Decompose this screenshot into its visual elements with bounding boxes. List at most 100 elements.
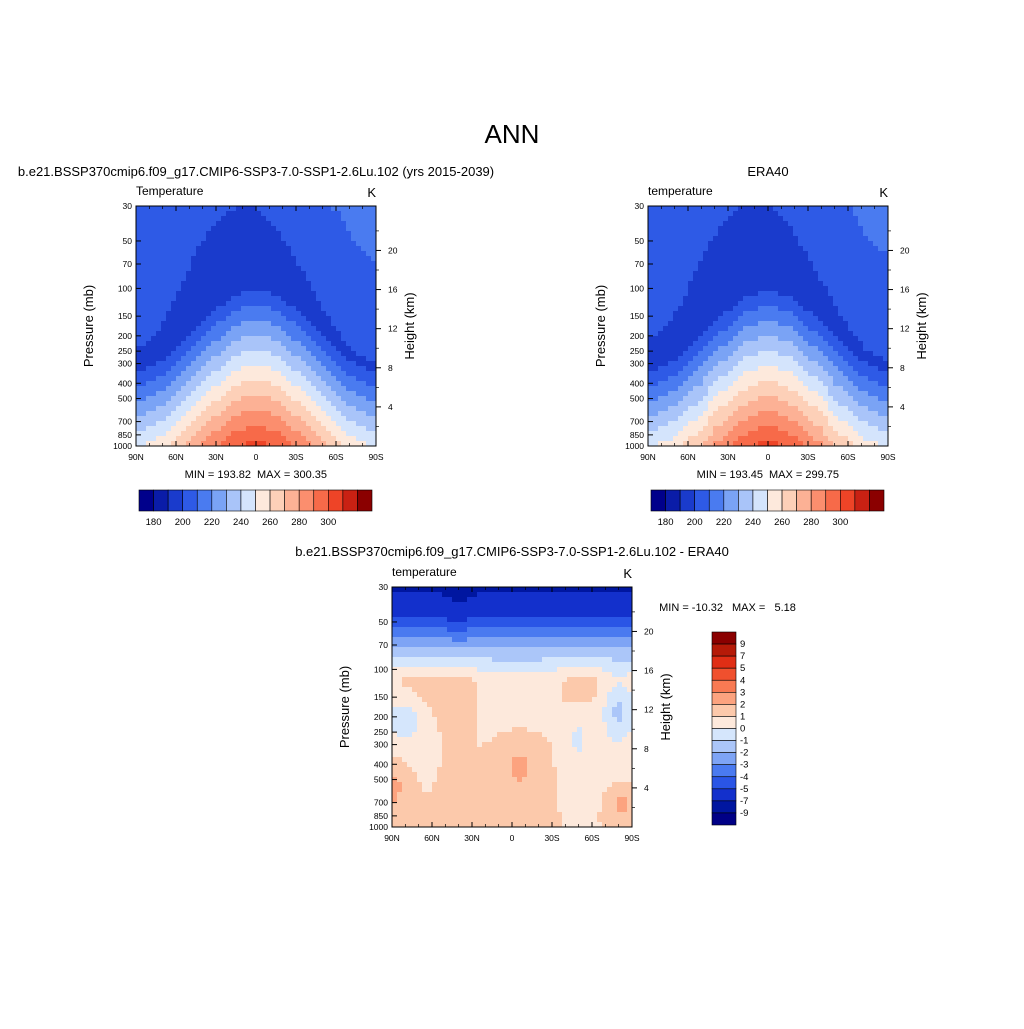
field-cell: [803, 371, 809, 377]
field-cell: [668, 386, 674, 392]
field-cell: [251, 236, 257, 242]
field-cell: [668, 416, 674, 422]
field-cell: [211, 431, 217, 437]
field-cell: [858, 351, 864, 357]
field-cell: [793, 271, 799, 277]
field-cell: [296, 311, 302, 317]
field-cell: [306, 341, 312, 347]
field-cell: [708, 326, 714, 332]
field-cell: [256, 206, 262, 212]
field-cell: [211, 226, 217, 232]
field-cell: [251, 351, 257, 357]
field-cell: [863, 241, 869, 247]
field-cell: [331, 221, 337, 227]
field-cell: [336, 301, 342, 307]
field-cell: [673, 371, 679, 377]
field-cell: [186, 241, 192, 247]
field-cell: [236, 281, 242, 287]
field-cell: [276, 356, 282, 362]
field-cell: [858, 326, 864, 332]
field-cell: [467, 592, 473, 598]
field-cell: [718, 216, 724, 222]
field-cell: [156, 241, 162, 247]
field-cell: [773, 271, 779, 277]
field-cell: [186, 246, 192, 252]
field-cell: [356, 221, 362, 227]
field-cell: [873, 366, 879, 372]
field-cell: [236, 386, 242, 392]
field-cell: [341, 271, 347, 277]
field-cell: [351, 381, 357, 387]
field-cell: [226, 386, 232, 392]
field-cell: [698, 296, 704, 302]
field-cell: [878, 301, 884, 307]
field-cell: [868, 221, 874, 227]
field-cell: [738, 246, 744, 252]
field-cell: [351, 241, 357, 247]
field-cell: [743, 421, 749, 427]
field-cell: [798, 366, 804, 372]
field-cell: [753, 266, 759, 272]
field-cell: [768, 326, 774, 332]
field-cell: [773, 361, 779, 367]
field-cell: [256, 301, 262, 307]
field-cell: [346, 311, 352, 317]
field-cell: [236, 381, 242, 387]
field-cell: [808, 421, 814, 427]
field-cell: [853, 216, 859, 222]
field-cell: [858, 271, 864, 277]
field-cell: [201, 386, 207, 392]
field-cell: [768, 411, 774, 417]
field-cell: [136, 401, 142, 407]
field-cell: [361, 436, 367, 442]
field-cell: [813, 361, 819, 367]
field-cell: [843, 391, 849, 397]
field-cell: [868, 386, 874, 392]
field-cell: [301, 336, 307, 342]
field-cell: [196, 361, 202, 367]
field-cell: [321, 391, 327, 397]
field-cell: [246, 421, 252, 427]
field-cell: [693, 266, 699, 272]
field-cell: [136, 326, 142, 332]
field-cell: [863, 211, 869, 217]
field-cell: [171, 251, 177, 257]
field-cell: [221, 351, 227, 357]
field-cell: [673, 346, 679, 352]
field-cell: [361, 386, 367, 392]
colorbar-swatch: [782, 490, 797, 511]
field-cell: [296, 236, 302, 242]
field-cell: [156, 361, 162, 367]
colorbar-swatch: [212, 490, 227, 511]
field-cell: [868, 391, 874, 397]
field-cell: [778, 256, 784, 262]
field-cell: [286, 436, 292, 442]
field-cell: [346, 226, 352, 232]
field-cell: [161, 301, 167, 307]
field-cell: [326, 371, 332, 377]
field-cell: [723, 351, 729, 357]
field-cell: [798, 246, 804, 252]
field-cell: [773, 416, 779, 422]
field-cell: [351, 366, 357, 372]
field-cell: [773, 326, 779, 332]
field-cell: [366, 276, 372, 282]
field-cell: [673, 436, 679, 442]
field-cell: [838, 416, 844, 422]
field-cell: [226, 391, 232, 397]
field-cell: [788, 271, 794, 277]
field-cell: [251, 346, 257, 352]
field-cell: [813, 316, 819, 322]
field-cell: [803, 391, 809, 397]
field-cell: [146, 396, 152, 402]
field-cell: [658, 381, 664, 387]
field-cell: [351, 231, 357, 237]
field-cell: [291, 376, 297, 382]
field-cell: [823, 276, 829, 282]
field-cell: [683, 256, 689, 262]
field-cell: [196, 281, 202, 287]
field-cell: [753, 241, 759, 247]
field-cell: [206, 246, 212, 252]
field-cell: [673, 301, 679, 307]
field-cell: [286, 326, 292, 332]
